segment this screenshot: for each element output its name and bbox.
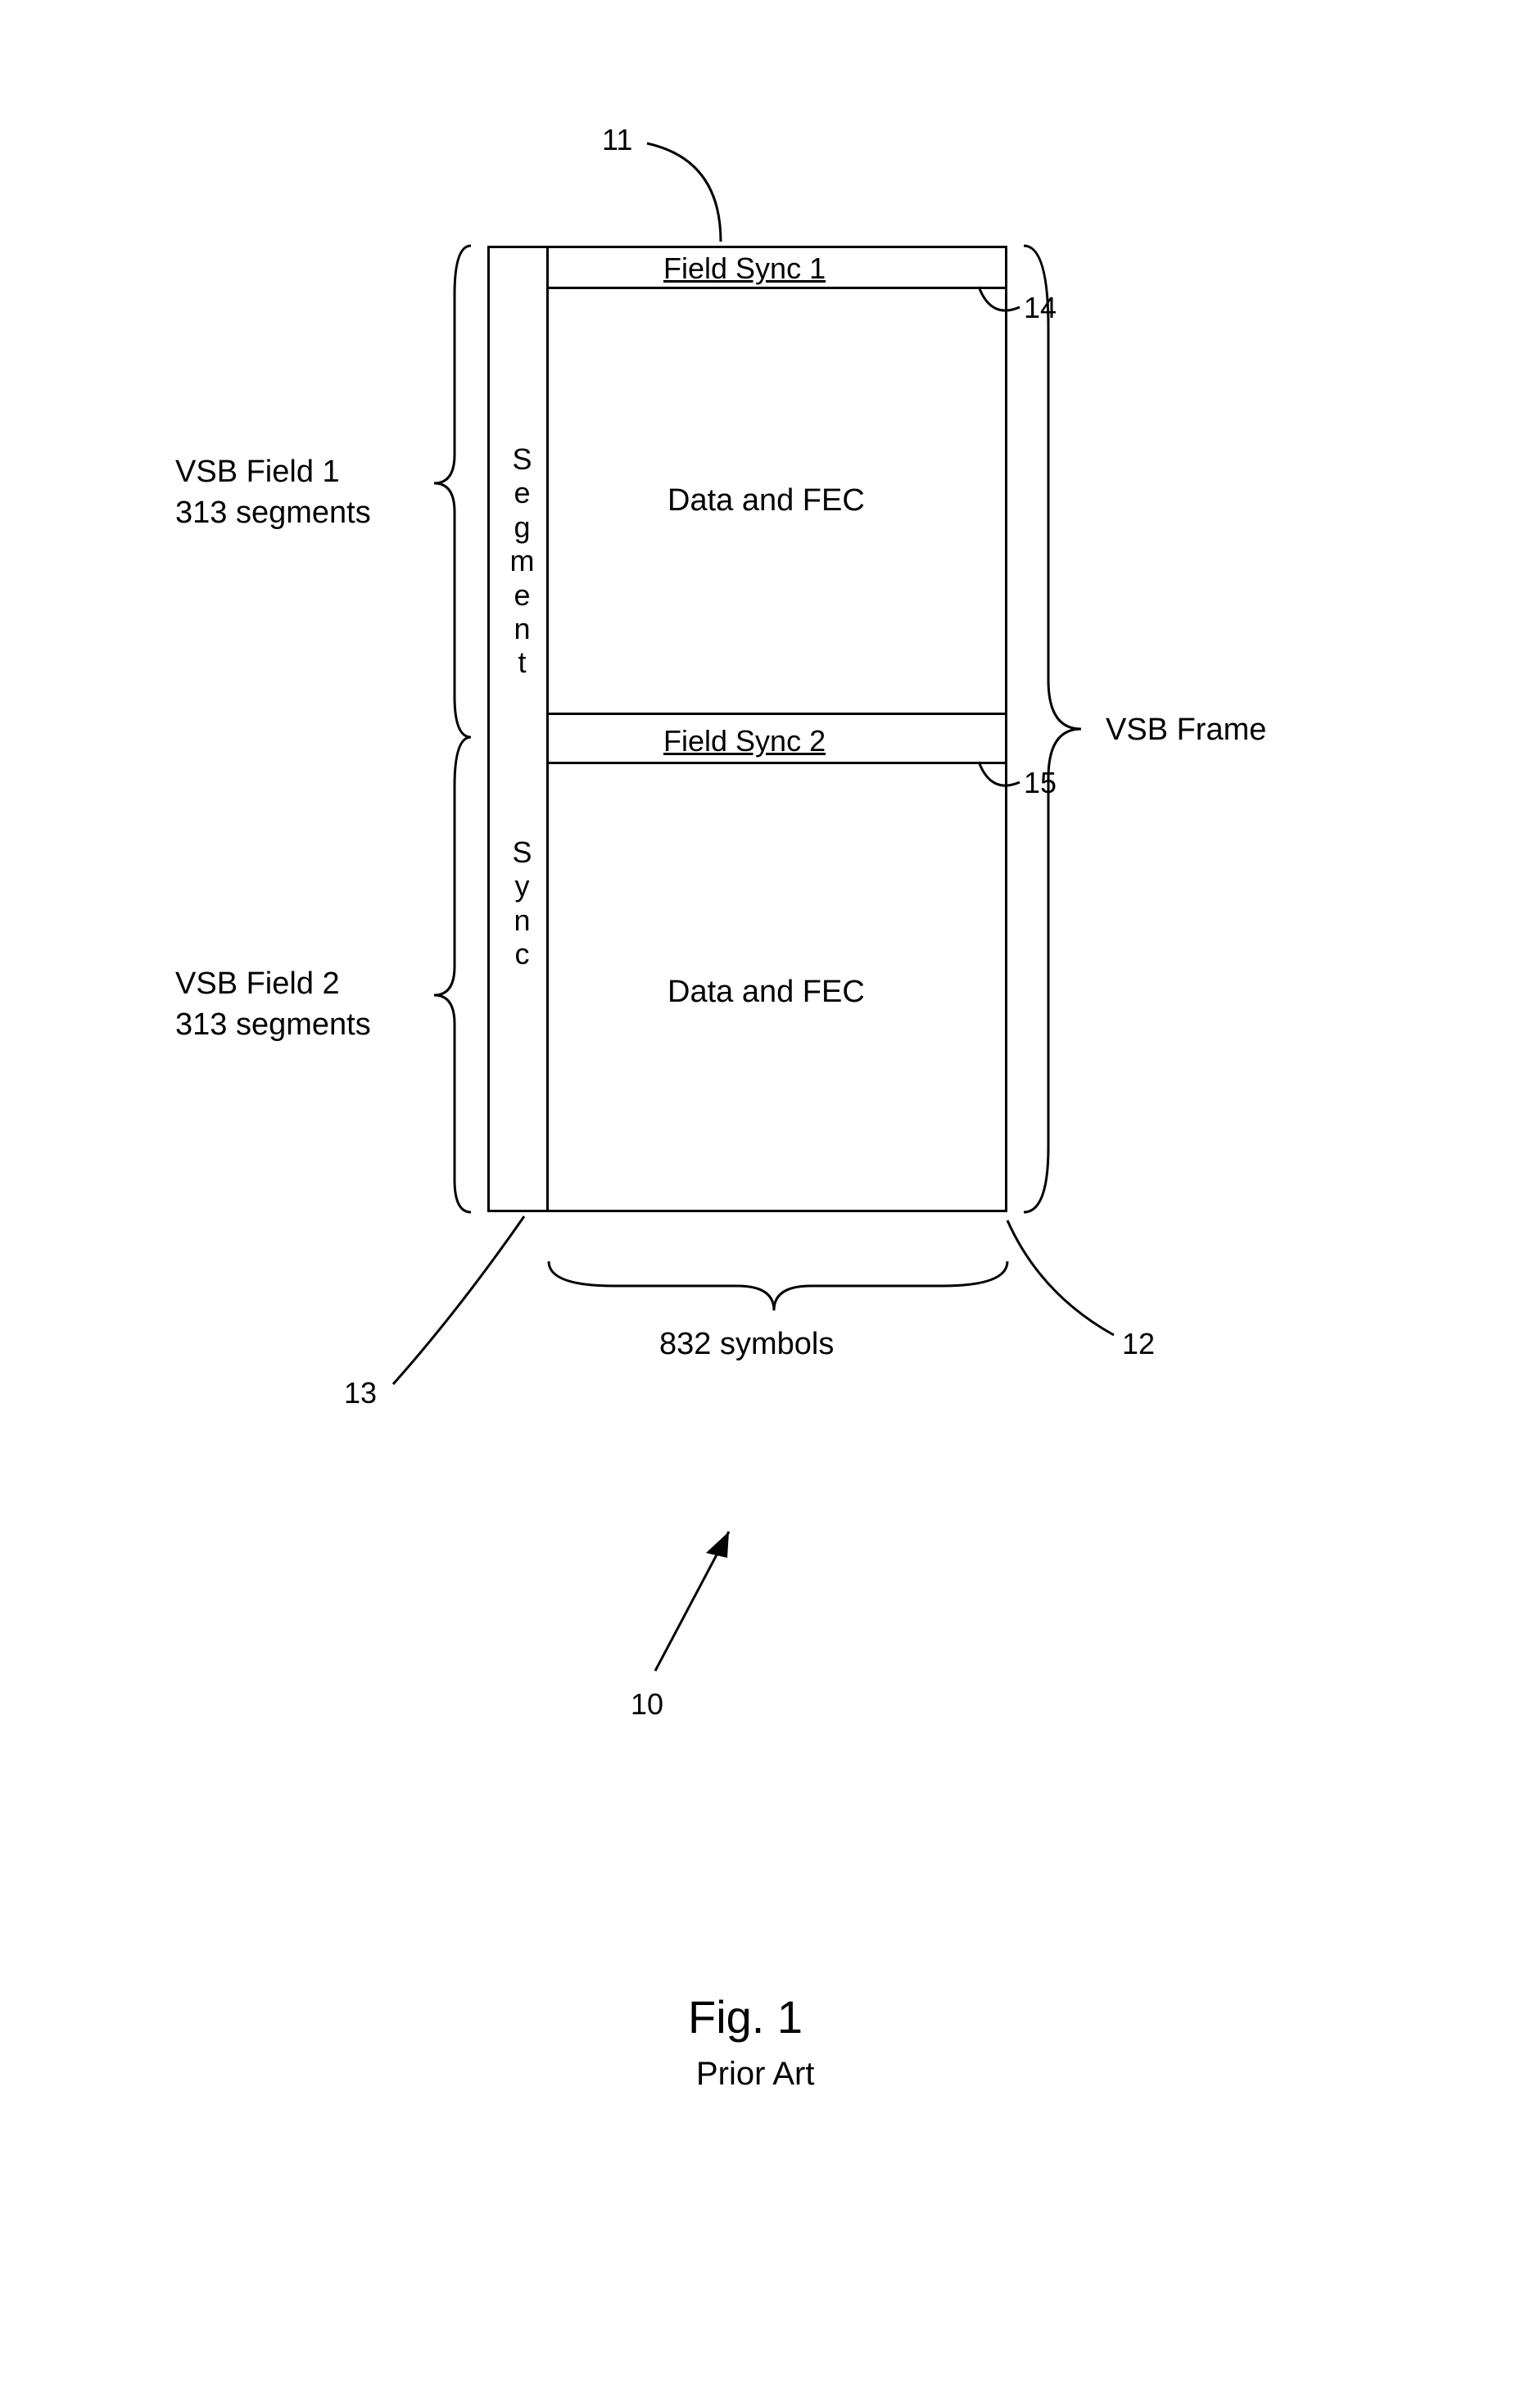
callout-13-line — [393, 1216, 524, 1384]
vsb-field-1-label: VSB Field 1 — [175, 455, 340, 490]
data-fec-1: Data and FEC — [667, 483, 865, 518]
callout-13: 13 — [344, 1376, 377, 1410]
field-sync-1-label: Field Sync 1 — [663, 251, 826, 286]
brace-field2 — [434, 737, 471, 1212]
mid-divider-top — [549, 713, 1007, 715]
vsb-field-2-segments: 313 segments — [175, 1007, 371, 1043]
brace-symbols — [549, 1261, 1007, 1310]
field-sync1-line — [549, 287, 1007, 289]
figure-caption: Fig. 1 — [688, 1990, 803, 2044]
callout-12: 12 — [1122, 1327, 1155, 1361]
data-fec-2: Data and FEC — [667, 975, 865, 1010]
segment-text: Segment — [506, 442, 539, 680]
sync-text: Sync — [506, 835, 539, 971]
symbols-label: 832 symbols — [659, 1327, 834, 1362]
callout-15: 15 — [1024, 766, 1057, 800]
brace-vsb-frame — [1024, 246, 1081, 1212]
vsb-field-1-segments: 313 segments — [175, 496, 371, 531]
arrow-10-shaft — [655, 1532, 729, 1671]
field-sync-2-label: Field Sync 2 — [663, 724, 826, 758]
brace-field1 — [434, 246, 471, 737]
callout-10: 10 — [631, 1687, 663, 1722]
callout-14: 14 — [1024, 291, 1057, 325]
vsb-frame-label: VSB Frame — [1106, 713, 1266, 748]
callout-11: 11 — [602, 123, 632, 157]
callout-12-line — [1007, 1220, 1114, 1335]
mid-divider-bottom — [549, 762, 1007, 764]
sync-column-divider — [546, 246, 549, 1212]
diagram-container: Field Sync 1 Field Sync 2 Data and FEC D… — [0, 0, 1525, 2408]
figure-sub: Prior Art — [696, 2056, 814, 2093]
arrow-10-head — [706, 1532, 729, 1558]
callout-11-line — [647, 143, 721, 242]
vsb-field-2-label: VSB Field 2 — [175, 966, 340, 1002]
